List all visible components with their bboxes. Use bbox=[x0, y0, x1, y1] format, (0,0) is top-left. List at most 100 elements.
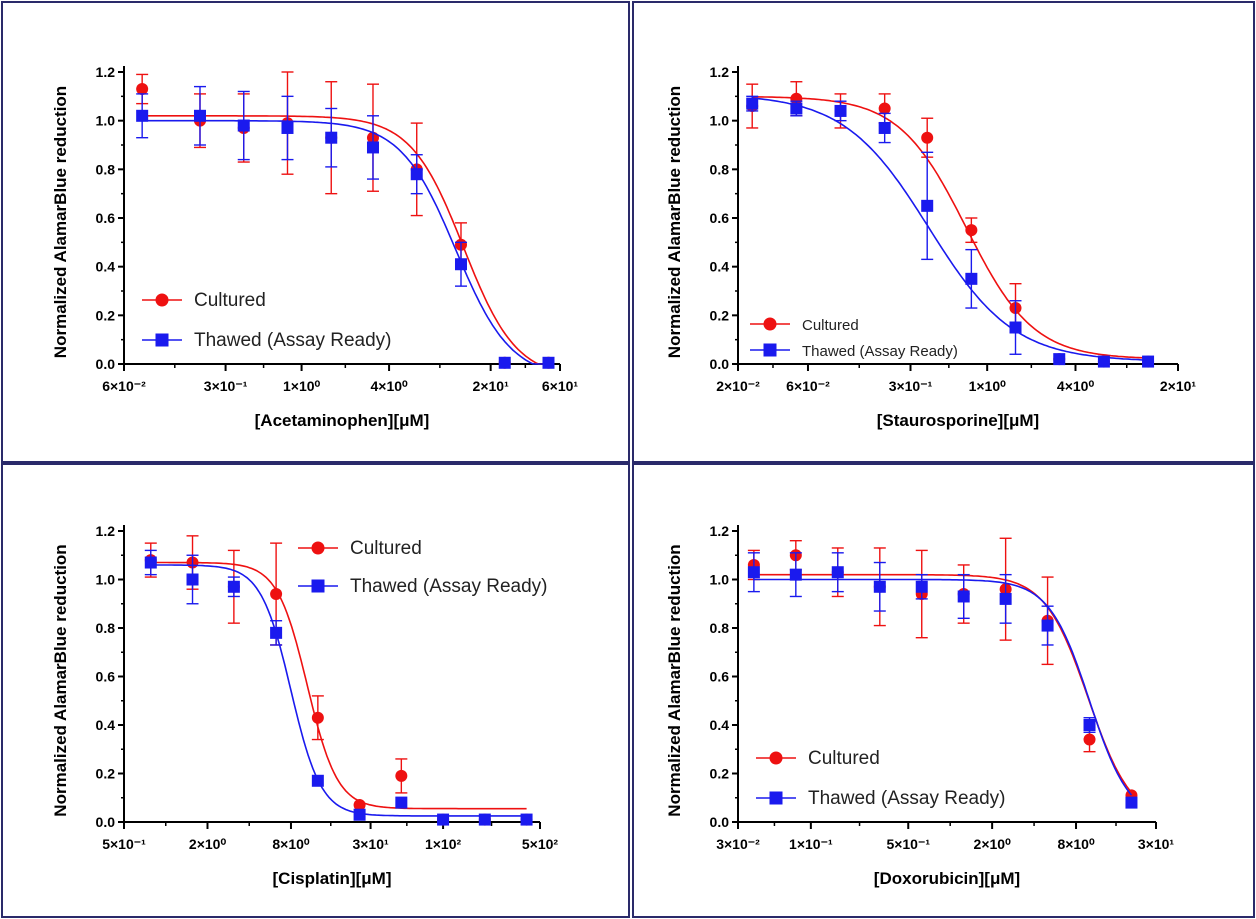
x-tick-label: 1×10⁰ bbox=[283, 378, 321, 394]
data-point bbox=[227, 580, 240, 593]
data-point bbox=[790, 102, 803, 115]
x-tick-label: 1×10⁰ bbox=[969, 378, 1007, 394]
y-tick-label: 1.2 bbox=[96, 523, 116, 539]
y-tick-label: 0.4 bbox=[96, 259, 116, 275]
data-point bbox=[144, 556, 157, 569]
data-point bbox=[281, 121, 294, 134]
y-tick-label: 0.2 bbox=[710, 766, 730, 782]
x-axis-label: [Acetaminophen][μM] bbox=[255, 411, 430, 430]
y-axis-label: Normalized AlamarBlue reduction bbox=[665, 86, 684, 358]
legend-marker bbox=[155, 333, 169, 347]
legend-marker bbox=[155, 293, 169, 307]
data-point bbox=[478, 813, 491, 826]
data-point bbox=[186, 573, 199, 586]
panel-frame bbox=[632, 463, 1255, 918]
data-point bbox=[1142, 355, 1155, 368]
data-point bbox=[746, 97, 759, 110]
legend-marker bbox=[763, 317, 777, 331]
data-point bbox=[353, 808, 366, 821]
panel-frame bbox=[1, 1, 630, 463]
chart-panel: 0.0 0.2 0.4 0.6 0.8 1.0 1.2 2×10⁻² 6×10⁻² 3×10⁻¹ 1… bbox=[665, 64, 1196, 430]
x-tick-label: 3×10⁻¹ bbox=[889, 378, 933, 394]
x-tick-label: 1×10² bbox=[425, 836, 462, 852]
y-tick-label: 0.2 bbox=[710, 307, 730, 323]
x-tick-label: 3×10⁻¹ bbox=[204, 378, 248, 394]
legend-marker bbox=[763, 343, 777, 357]
fit-curve bbox=[142, 119, 549, 365]
x-tick-label: 4×10⁰ bbox=[370, 378, 408, 394]
fit-curve bbox=[752, 96, 1149, 359]
legend-label: Cultured bbox=[808, 748, 880, 769]
x-tick-label: 2×10⁰ bbox=[189, 836, 227, 852]
data-point bbox=[395, 796, 408, 809]
data-point bbox=[353, 799, 366, 812]
data-point bbox=[437, 813, 450, 826]
y-tick-label: 0.6 bbox=[710, 669, 730, 685]
data-point bbox=[965, 272, 978, 285]
data-point bbox=[921, 199, 934, 212]
x-tick-label: 5×10⁻¹ bbox=[886, 836, 930, 852]
data-point bbox=[878, 102, 891, 115]
x-tick-label: 3×10⁻² bbox=[716, 836, 760, 852]
data-point bbox=[542, 356, 555, 369]
x-tick-label: 2×10¹ bbox=[1160, 378, 1197, 394]
data-point bbox=[999, 592, 1012, 605]
x-tick-label: 2×10⁻² bbox=[716, 378, 760, 394]
x-axis-label: [Cisplatin][μM] bbox=[273, 869, 392, 888]
data-point bbox=[325, 131, 338, 144]
y-tick-label: 1.0 bbox=[96, 572, 116, 588]
data-point bbox=[1053, 353, 1066, 366]
x-tick-label: 1×10⁻¹ bbox=[789, 836, 833, 852]
data-point bbox=[395, 769, 408, 782]
data-point bbox=[311, 711, 324, 724]
y-tick-label: 0.0 bbox=[96, 814, 116, 830]
x-tick-label: 2×10¹ bbox=[473, 378, 510, 394]
y-tick-label: 1.0 bbox=[710, 113, 730, 129]
legend-label: Thawed (Assay Ready) bbox=[350, 576, 547, 597]
y-tick-label: 0.6 bbox=[710, 210, 730, 226]
data-point bbox=[270, 588, 283, 601]
fit-curve bbox=[150, 564, 527, 817]
legend-marker bbox=[769, 791, 783, 805]
data-point bbox=[915, 580, 928, 593]
data-point bbox=[193, 109, 206, 122]
data-point bbox=[1083, 733, 1096, 746]
x-tick-label: 3×10¹ bbox=[352, 836, 389, 852]
legend-label: Cultured bbox=[194, 290, 266, 311]
y-tick-label: 0.6 bbox=[96, 210, 116, 226]
data-point bbox=[454, 258, 467, 271]
data-point bbox=[1041, 619, 1054, 632]
y-tick-label: 1.2 bbox=[710, 64, 730, 80]
x-tick-label: 8×10⁰ bbox=[272, 836, 310, 852]
data-point bbox=[957, 590, 970, 603]
x-axis-label: [Staurosporine][μM] bbox=[877, 411, 1039, 430]
y-tick-label: 0.2 bbox=[96, 766, 116, 782]
y-tick-label: 0.4 bbox=[710, 259, 730, 275]
data-point bbox=[520, 813, 533, 826]
x-tick-label: 5×10² bbox=[522, 836, 559, 852]
y-tick-label: 0.0 bbox=[96, 356, 116, 372]
legend-marker bbox=[311, 541, 325, 555]
panel-frame bbox=[632, 1, 1255, 463]
x-tick-label: 3×10¹ bbox=[1138, 836, 1175, 852]
data-point bbox=[311, 774, 324, 787]
chart-panel: 0.0 0.2 0.4 0.6 0.8 1.0 1.2 5×10⁻¹ 2×10⁰ 8×10⁰ 3×1… bbox=[51, 523, 558, 888]
data-point bbox=[873, 580, 886, 593]
chart-panel: 0.0 0.2 0.4 0.6 0.8 1.0 1.2 6×10⁻² 3×10⁻¹ 1×10⁰ 4×… bbox=[51, 64, 578, 430]
legend-marker bbox=[769, 751, 783, 765]
data-point bbox=[498, 356, 511, 369]
legend-marker bbox=[311, 579, 325, 593]
data-point bbox=[831, 566, 844, 579]
y-tick-label: 1.2 bbox=[710, 523, 730, 539]
data-point bbox=[965, 224, 978, 237]
data-point bbox=[136, 83, 149, 96]
x-tick-label: 2×10⁰ bbox=[974, 836, 1012, 852]
data-point bbox=[270, 626, 283, 639]
x-tick-label: 6×10⁻² bbox=[102, 378, 146, 394]
legend-label: Cultured bbox=[802, 317, 859, 334]
data-point bbox=[366, 141, 379, 154]
data-point bbox=[1125, 796, 1138, 809]
data-point bbox=[1097, 355, 1110, 368]
data-point bbox=[1009, 321, 1022, 334]
